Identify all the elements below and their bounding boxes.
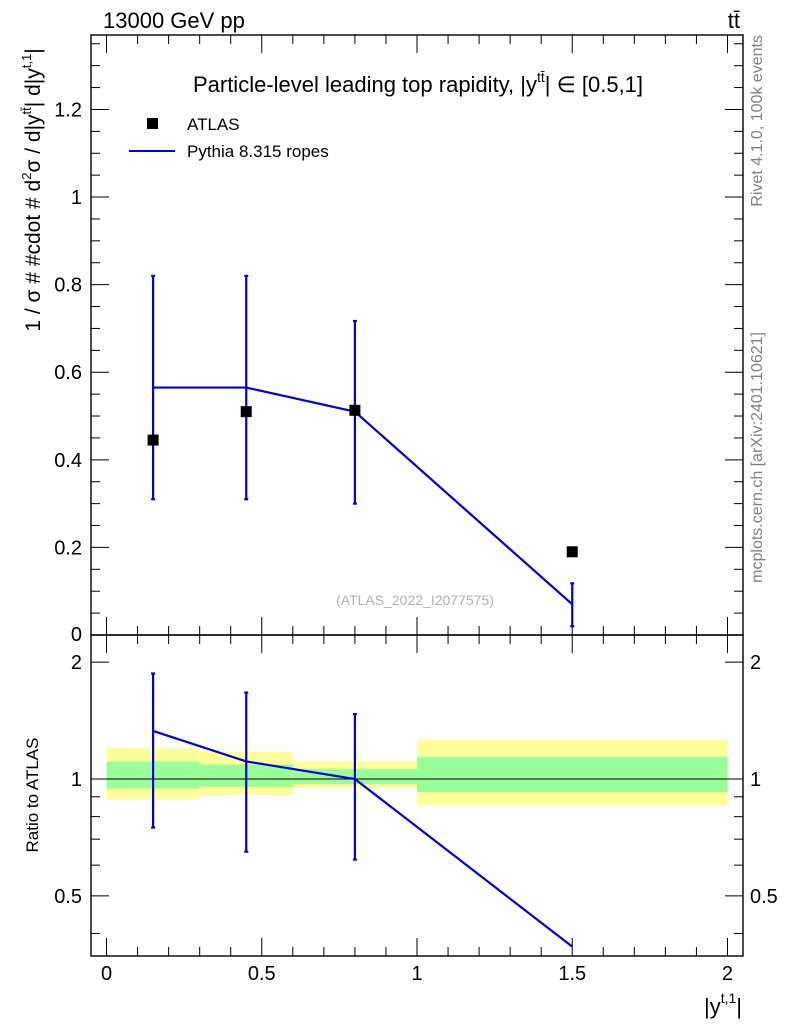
top-ytick-label: 1.2: [54, 99, 82, 121]
top-ytick-label: 0.4: [54, 450, 82, 472]
bottom-xtick-label: 1: [411, 963, 422, 985]
top-panel-watermark: (ATLAS_2022_I2077575): [336, 592, 494, 608]
mc-series-line: [153, 386, 573, 606]
top-ytick-label: 1: [71, 187, 82, 209]
bottom-panel-frame: [90, 634, 744, 957]
bottom-xtick-label: 0.5: [248, 963, 276, 985]
top-ytick-label: 0.8: [54, 275, 82, 297]
bottom-x-axis-label: |yt,1|: [704, 990, 742, 1019]
atlas-data-point: [147, 434, 159, 446]
legend: ATLAS Pythia 8.315 ropes: [129, 115, 329, 161]
legend-atlas-label: ATLAS: [187, 115, 240, 134]
chart-title: Particle-level leading top rapidity, |yt…: [193, 69, 643, 97]
top-ytick-label: 0.2: [54, 537, 82, 559]
bottom-xtick-label: 0: [101, 963, 112, 985]
atlas-data-point: [349, 404, 361, 416]
energy-label: 13000 GeV pp: [103, 8, 245, 33]
bottom-ytick-label-right: 2: [750, 652, 761, 674]
bottom-ytick-label-left: 1: [71, 769, 82, 791]
mcplots-label: mcplots.cern.ch [arXiv:2401.10621]: [749, 332, 766, 583]
process-label: tt̄: [728, 8, 740, 33]
legend-pythia-label: Pythia 8.315 ropes: [187, 142, 329, 161]
uncertainty-band-green: [417, 756, 728, 793]
bottom-xtick-label: 2: [722, 963, 733, 985]
rivet-version-label: Rivet 4.1.0, 100k events: [749, 35, 766, 207]
bottom-xtick-label: 1.5: [558, 963, 586, 985]
top-ytick-label: 0.6: [54, 362, 82, 384]
legend-atlas-marker: [147, 118, 158, 129]
bottom-ytick-label-right: 0.5: [750, 886, 778, 908]
ratio-series-line: [152, 729, 573, 948]
top-y-axis-label: 1 / σ # #cdot # d2σ / d|ytt̄| d|yt,1|: [19, 48, 45, 331]
bottom-ytick-label-left: 0.5: [54, 886, 82, 908]
bottom-panel-ticks: [91, 635, 743, 956]
top-ytick-label-zero: 0: [71, 624, 82, 646]
top-panel-ticks: [91, 35, 743, 635]
atlas-data-point: [240, 406, 252, 418]
bottom-ytick-label-left: 2: [71, 652, 82, 674]
bottom-ytick-label-right: 1: [750, 769, 761, 791]
bottom-y-axis-label: Ratio to ATLAS: [23, 738, 42, 853]
atlas-data-point: [566, 546, 578, 558]
